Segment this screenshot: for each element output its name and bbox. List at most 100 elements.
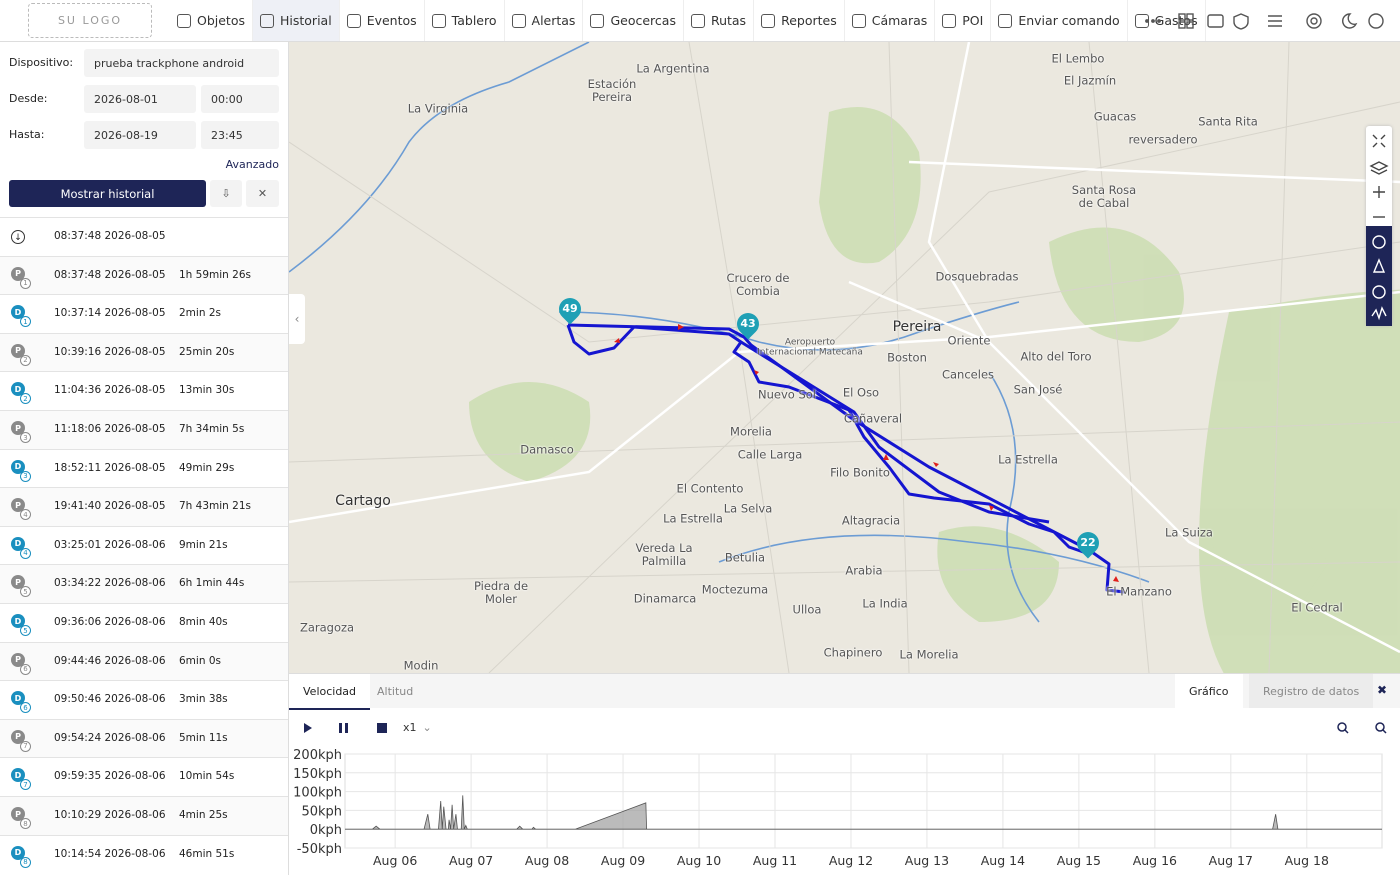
sidebar: Dispositivo: prueba trackphone android D… bbox=[0, 42, 289, 875]
history-row[interactable]: D 7 09:59:35 2026-08-06 10min 54s bbox=[0, 757, 288, 796]
logo[interactable]: SU LOGO bbox=[28, 3, 152, 38]
nav-items: Objetos Historial Eventos Tablero Alertas Geo… bbox=[170, 0, 1206, 41]
nav-label: Eventos bbox=[366, 13, 417, 28]
history-row[interactable]: D 4 03:25:01 2026-08-06 9min 21s bbox=[0, 525, 288, 565]
place-label: Filo Bonito bbox=[830, 465, 890, 480]
place-label: Boston bbox=[887, 350, 927, 365]
date-input[interactable]: 2026-08-19 bbox=[84, 121, 196, 149]
close-panel[interactable]: ✖ bbox=[1377, 683, 1388, 697]
x-tick-label: Aug 06 bbox=[373, 853, 417, 868]
marker-label: 43 bbox=[740, 317, 756, 330]
start-icon: ↓ bbox=[11, 230, 25, 244]
badge: P bbox=[11, 421, 25, 435]
nav-item[interactable]: Historial bbox=[253, 0, 340, 41]
place-label: Chapinero bbox=[823, 645, 883, 660]
history-row[interactable]: P 4 19:41:40 2026-08-05 7h 43min 21s bbox=[0, 487, 288, 527]
show-history-button[interactable]: Mostrar historial bbox=[9, 180, 206, 207]
nav-icon bbox=[177, 13, 191, 28]
place-label: Zaragoza bbox=[299, 620, 355, 635]
view-toggle[interactable]: Gráfico bbox=[1175, 674, 1243, 708]
device-select[interactable]: prueba trackphone android bbox=[84, 49, 279, 77]
clear-button[interactable]: ✕ bbox=[246, 180, 279, 207]
history-row[interactable]: P 7 09:54:24 2026-08-06 5min 11s bbox=[0, 718, 288, 758]
tab[interactable]: Altitud bbox=[377, 684, 414, 698]
history-row[interactable]: P 3 11:18:06 2026-08-05 7h 34min 5s bbox=[0, 410, 288, 449]
badge-type: D bbox=[14, 848, 22, 858]
nav-item[interactable]: Reportes bbox=[754, 0, 845, 41]
zoom-buttons[interactable] bbox=[1329, 718, 1399, 738]
badge-index: 1 bbox=[20, 277, 31, 289]
view-toggle[interactable]: Registro de datos bbox=[1249, 674, 1374, 708]
place-label: Guacas bbox=[1093, 109, 1137, 124]
nav-item[interactable]: Rutas bbox=[684, 0, 755, 41]
route-marker[interactable]: 22 bbox=[1072, 527, 1104, 559]
nav-item[interactable]: Objetos bbox=[170, 0, 253, 41]
select-value: prueba trackphone android bbox=[94, 56, 245, 70]
advanced-link[interactable]: Avanzado bbox=[225, 158, 279, 171]
badge: D bbox=[11, 459, 25, 474]
x-tick-label: Aug 12 bbox=[829, 853, 873, 868]
history-row[interactable]: P 5 03:34:22 2026-08-06 6h 1min 44s bbox=[0, 564, 288, 604]
export-button[interactable]: ⇩ bbox=[210, 180, 242, 207]
label: Dispositivo: bbox=[9, 56, 74, 69]
nav-icon bbox=[761, 13, 776, 28]
history-row[interactable]: P 2 10:39:16 2026-08-05 25min 20s bbox=[0, 332, 288, 372]
time-select[interactable]: 00:00 bbox=[201, 85, 279, 113]
nav-item[interactable]: Cámaras bbox=[845, 0, 936, 41]
playback-controls[interactable] bbox=[299, 716, 409, 740]
place-label: El Manzano bbox=[1106, 584, 1172, 599]
x-tick-label: Aug 07 bbox=[449, 853, 493, 868]
route-marker[interactable]: 49 bbox=[554, 293, 586, 325]
row-time: 08:37:48 2026-08-05 bbox=[54, 268, 166, 281]
history-start[interactable]: ↓ 08:37:48 2026-08-05 bbox=[0, 217, 288, 256]
place-label: Oriente bbox=[947, 333, 991, 348]
place-label: El Oso bbox=[842, 385, 880, 400]
badge-type: P bbox=[15, 500, 21, 510]
nav-icon bbox=[998, 13, 1013, 28]
y-tick-label: 150kph bbox=[293, 767, 342, 782]
row-time: 03:25:01 2026-08-06 bbox=[54, 538, 166, 551]
collapse-handle[interactable]: ‹ bbox=[289, 294, 305, 344]
row-duration: 13min 30s bbox=[179, 384, 235, 397]
nav-item[interactable]: Enviar comando bbox=[991, 0, 1128, 41]
nav-icon bbox=[511, 13, 526, 28]
nav-item[interactable]: Tablero bbox=[425, 0, 505, 41]
history-row[interactable]: P 8 10:10:29 2026-08-06 4min 25s bbox=[0, 796, 288, 835]
nav-label: Reportes bbox=[781, 13, 837, 28]
date-input[interactable]: 2026-08-01 bbox=[84, 85, 196, 113]
row-time: 10:10:29 2026-08-06 bbox=[54, 809, 166, 821]
time-select[interactable]: 23:45 bbox=[201, 121, 279, 149]
nav-icons bbox=[1145, 13, 1384, 30]
history-row[interactable]: P 6 09:44:46 2026-08-06 6min 0s bbox=[0, 641, 288, 681]
place-label: Santa Rita bbox=[1198, 114, 1258, 129]
map-control-icons[interactable] bbox=[1366, 126, 1392, 326]
route-marker[interactable]: 43 bbox=[732, 308, 764, 340]
history-row[interactable]: D 8 10:14:54 2026-08-06 46min 51s bbox=[0, 834, 288, 874]
badge-index: 7 bbox=[20, 740, 31, 752]
nav-icon bbox=[851, 13, 866, 28]
nav-item[interactable]: Eventos bbox=[340, 0, 425, 41]
row-duration: 3min 38s bbox=[179, 693, 228, 706]
row-duration: 49min 29s bbox=[179, 461, 235, 474]
place-label: Pereira bbox=[892, 318, 942, 335]
speed-select[interactable]: x1 ⌄ bbox=[403, 720, 432, 734]
badge-index: 5 bbox=[20, 586, 31, 598]
history-row[interactable]: D 6 09:50:46 2026-08-06 3min 38s bbox=[0, 680, 288, 719]
tab[interactable]: Velocidad bbox=[289, 674, 371, 710]
history-row[interactable]: D 1 10:37:14 2026-08-05 2min 2s bbox=[0, 294, 288, 333]
history-row[interactable]: D 5 09:36:06 2026-08-06 8min 40s bbox=[0, 603, 288, 642]
row-time: 03:34:22 2026-08-06 bbox=[54, 577, 166, 590]
nav-item[interactable]: Geocercas bbox=[583, 0, 684, 41]
row-time: 10:39:16 2026-08-05 bbox=[54, 345, 166, 358]
nav-item[interactable]: Alertas bbox=[505, 0, 584, 41]
badge-index: 7 bbox=[20, 779, 31, 791]
row-time: 19:41:40 2026-08-05 bbox=[54, 500, 166, 513]
badge-index: 1 bbox=[20, 316, 31, 328]
badge-type: D bbox=[14, 307, 22, 317]
nav-item[interactable]: POI bbox=[935, 0, 992, 41]
history-row[interactable]: D 2 11:04:36 2026-08-05 13min 30s bbox=[0, 371, 288, 410]
history-row[interactable]: D 3 18:52:11 2026-08-05 49min 29s bbox=[0, 448, 288, 488]
map[interactable]: La Argentina Estación Pereira La Virginia E… bbox=[289, 42, 1400, 673]
history-row[interactable]: P 1 08:37:48 2026-08-05 1h 59min 26s bbox=[0, 255, 288, 295]
